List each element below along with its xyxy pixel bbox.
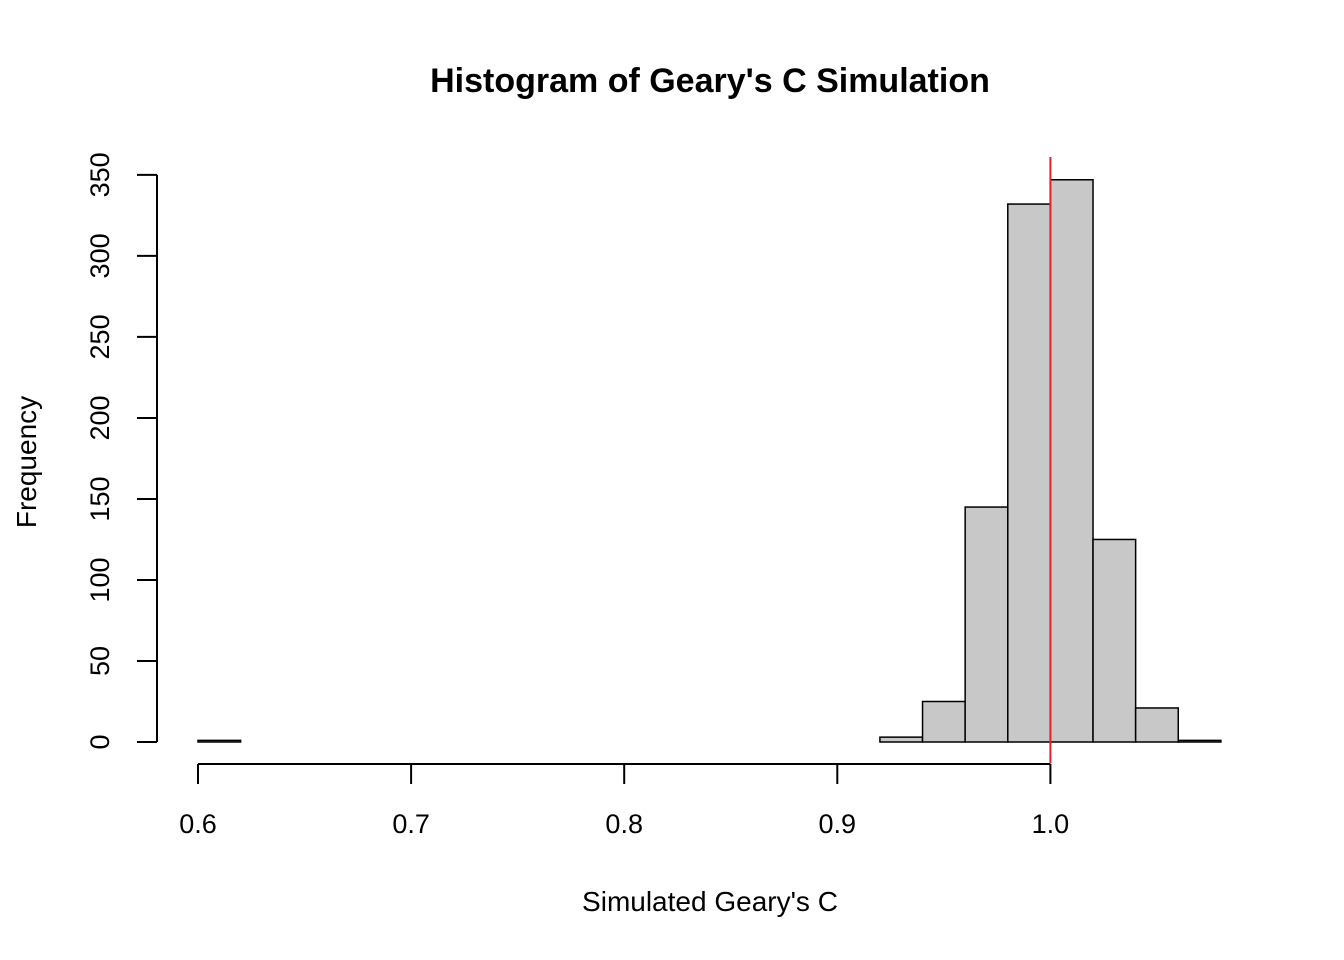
histogram-bar [1134, 707, 1180, 743]
y-tick-label: 300 [85, 233, 115, 278]
histogram-bar [197, 739, 242, 743]
x-tick-label: 0.6 [179, 809, 217, 839]
histogram-bar [964, 506, 1009, 743]
histogram-bar [921, 700, 966, 743]
y-tick-label: 250 [85, 314, 115, 359]
x-axis-label: Simulated Geary's C [582, 886, 838, 917]
histogram-bar [879, 736, 924, 743]
y-tick-label: 200 [85, 395, 115, 440]
histogram-bar [1049, 179, 1094, 743]
y-tick-label: 150 [85, 476, 115, 521]
x-tick-label: 0.8 [605, 809, 643, 839]
x-tick-label: 0.9 [819, 809, 857, 839]
histogram-bar [1092, 538, 1137, 743]
chart-title: Histogram of Geary's C Simulation [430, 62, 990, 100]
y-axis-label: Frequency [11, 396, 42, 528]
x-axis: 0.6 0.7 0.8 0.9 1.0 [179, 763, 1070, 839]
y-tick-label: 50 [85, 646, 115, 676]
histogram-bar [1007, 203, 1052, 743]
histogram-bar [1177, 739, 1222, 743]
y-tick-label: 0 [85, 734, 115, 749]
y-tick-label: 350 [85, 152, 115, 197]
x-tick-label: 0.7 [392, 809, 430, 839]
histogram-bars [197, 179, 1222, 743]
y-tick-label: 100 [85, 557, 115, 602]
y-axis: 0 50 100 150 200 250 300 350 [85, 152, 158, 750]
x-tick-label: 1.0 [1032, 809, 1070, 839]
